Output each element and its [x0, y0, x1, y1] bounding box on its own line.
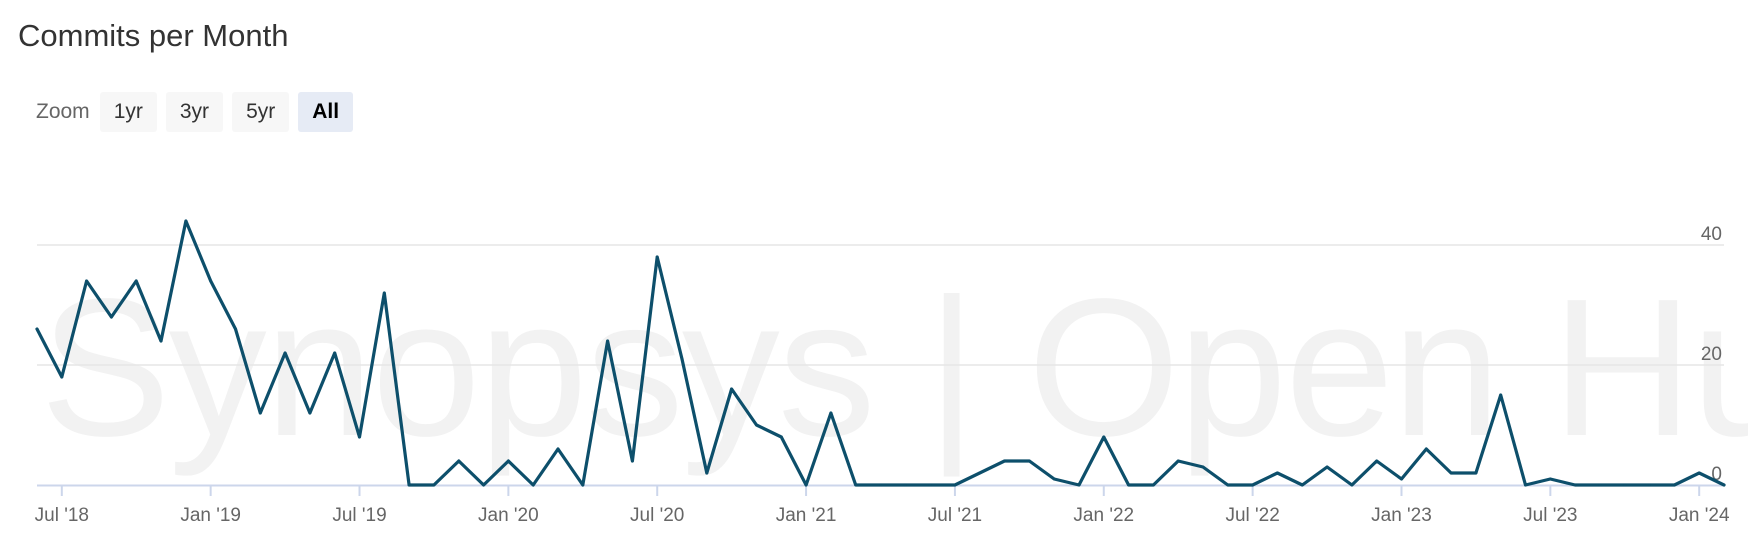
x-tick-label: Jan '20 [478, 505, 539, 526]
x-tick-label: Jul '21 [928, 505, 982, 526]
data-point[interactable] [681, 358, 684, 361]
data-point[interactable] [1475, 472, 1478, 475]
data-point[interactable] [408, 484, 411, 487]
x-tick-label: Jul '18 [35, 505, 89, 526]
data-point[interactable] [631, 460, 634, 463]
data-point[interactable] [730, 388, 733, 391]
data-point[interactable] [209, 280, 212, 283]
data-point[interactable] [1053, 478, 1056, 481]
data-point[interactable] [259, 412, 262, 415]
grid-lines [37, 245, 1724, 365]
data-point[interactable] [185, 220, 188, 223]
data-point[interactable] [904, 484, 907, 487]
data-point[interactable] [1028, 460, 1031, 463]
data-point[interactable] [1102, 436, 1105, 439]
data-point[interactable] [1549, 478, 1552, 481]
x-tick-label: Jul '19 [332, 505, 386, 526]
data-point[interactable] [36, 328, 39, 331]
data-point[interactable] [110, 316, 113, 319]
data-point[interactable] [358, 436, 361, 439]
data-point[interactable] [507, 460, 510, 463]
data-point[interactable] [85, 280, 88, 283]
data-point[interactable] [755, 424, 758, 427]
data-point[interactable] [805, 484, 808, 487]
data-point[interactable] [557, 448, 560, 451]
data-point[interactable] [1251, 484, 1254, 487]
data-point[interactable] [160, 340, 163, 343]
data-point[interactable] [1351, 484, 1354, 487]
data-point[interactable] [954, 484, 957, 487]
x-tick-label: Jul '23 [1523, 505, 1577, 526]
data-point[interactable] [333, 352, 336, 355]
data-point[interactable] [1425, 448, 1428, 451]
data-point[interactable] [532, 484, 535, 487]
data-point[interactable] [1003, 460, 1006, 463]
data-point[interactable] [234, 328, 237, 331]
data-point[interactable] [457, 460, 460, 463]
data-point[interactable] [1698, 472, 1701, 475]
data-point[interactable] [854, 484, 857, 487]
data-point[interactable] [1127, 484, 1130, 487]
x-axis-labels: Jul '18 Jan '19 Jul '19 Jan '20 Jul '20 Jan '… [35, 505, 1730, 526]
data-point[interactable] [60, 376, 63, 379]
y-tick-label-40: 40 [1701, 224, 1722, 245]
data-point[interactable] [135, 280, 138, 283]
data-point[interactable] [606, 340, 609, 343]
data-point[interactable] [1574, 484, 1577, 487]
x-tick-label: Jan '23 [1371, 505, 1432, 526]
data-point[interactable] [1202, 466, 1205, 469]
data-point[interactable] [879, 484, 882, 487]
data-point[interactable] [1078, 484, 1081, 487]
data-point[interactable] [780, 436, 783, 439]
data-point[interactable] [1673, 484, 1676, 487]
data-point[interactable] [705, 472, 708, 475]
data-point[interactable] [1400, 478, 1403, 481]
data-point[interactable] [1276, 472, 1279, 475]
data-point[interactable] [1499, 394, 1502, 397]
data-point[interactable] [1723, 484, 1726, 487]
data-point[interactable] [978, 472, 981, 475]
x-tick-label: Jan '22 [1073, 505, 1134, 526]
data-point[interactable] [1326, 466, 1329, 469]
x-tick-label: Jan '19 [180, 505, 241, 526]
data-point[interactable] [1226, 484, 1229, 487]
series-line-commits [37, 221, 1724, 485]
data-point[interactable] [433, 484, 436, 487]
data-point[interactable] [284, 352, 287, 355]
data-point[interactable] [1375, 460, 1378, 463]
data-point[interactable] [1177, 460, 1180, 463]
data-point[interactable] [656, 256, 659, 259]
x-tick-label: Jan '24 [1669, 505, 1730, 526]
data-point[interactable] [383, 292, 386, 295]
data-point[interactable] [1599, 484, 1602, 487]
data-point[interactable] [309, 412, 312, 415]
data-point[interactable] [929, 484, 932, 487]
x-tick-label: Jan '21 [776, 505, 837, 526]
x-tick-label: Jul '22 [1225, 505, 1279, 526]
data-point[interactable] [1524, 484, 1527, 487]
data-point[interactable] [581, 484, 584, 487]
data-point[interactable] [1623, 484, 1626, 487]
x-axis [37, 485, 1724, 496]
series-commits [36, 220, 1726, 487]
data-point[interactable] [1301, 484, 1304, 487]
data-point[interactable] [1648, 484, 1651, 487]
data-point[interactable] [482, 484, 485, 487]
data-point[interactable] [830, 412, 833, 415]
x-tick-label: Jul '20 [630, 505, 684, 526]
data-point[interactable] [1152, 484, 1155, 487]
data-point[interactable] [1450, 472, 1453, 475]
y-tick-label-20: 20 [1701, 344, 1722, 365]
